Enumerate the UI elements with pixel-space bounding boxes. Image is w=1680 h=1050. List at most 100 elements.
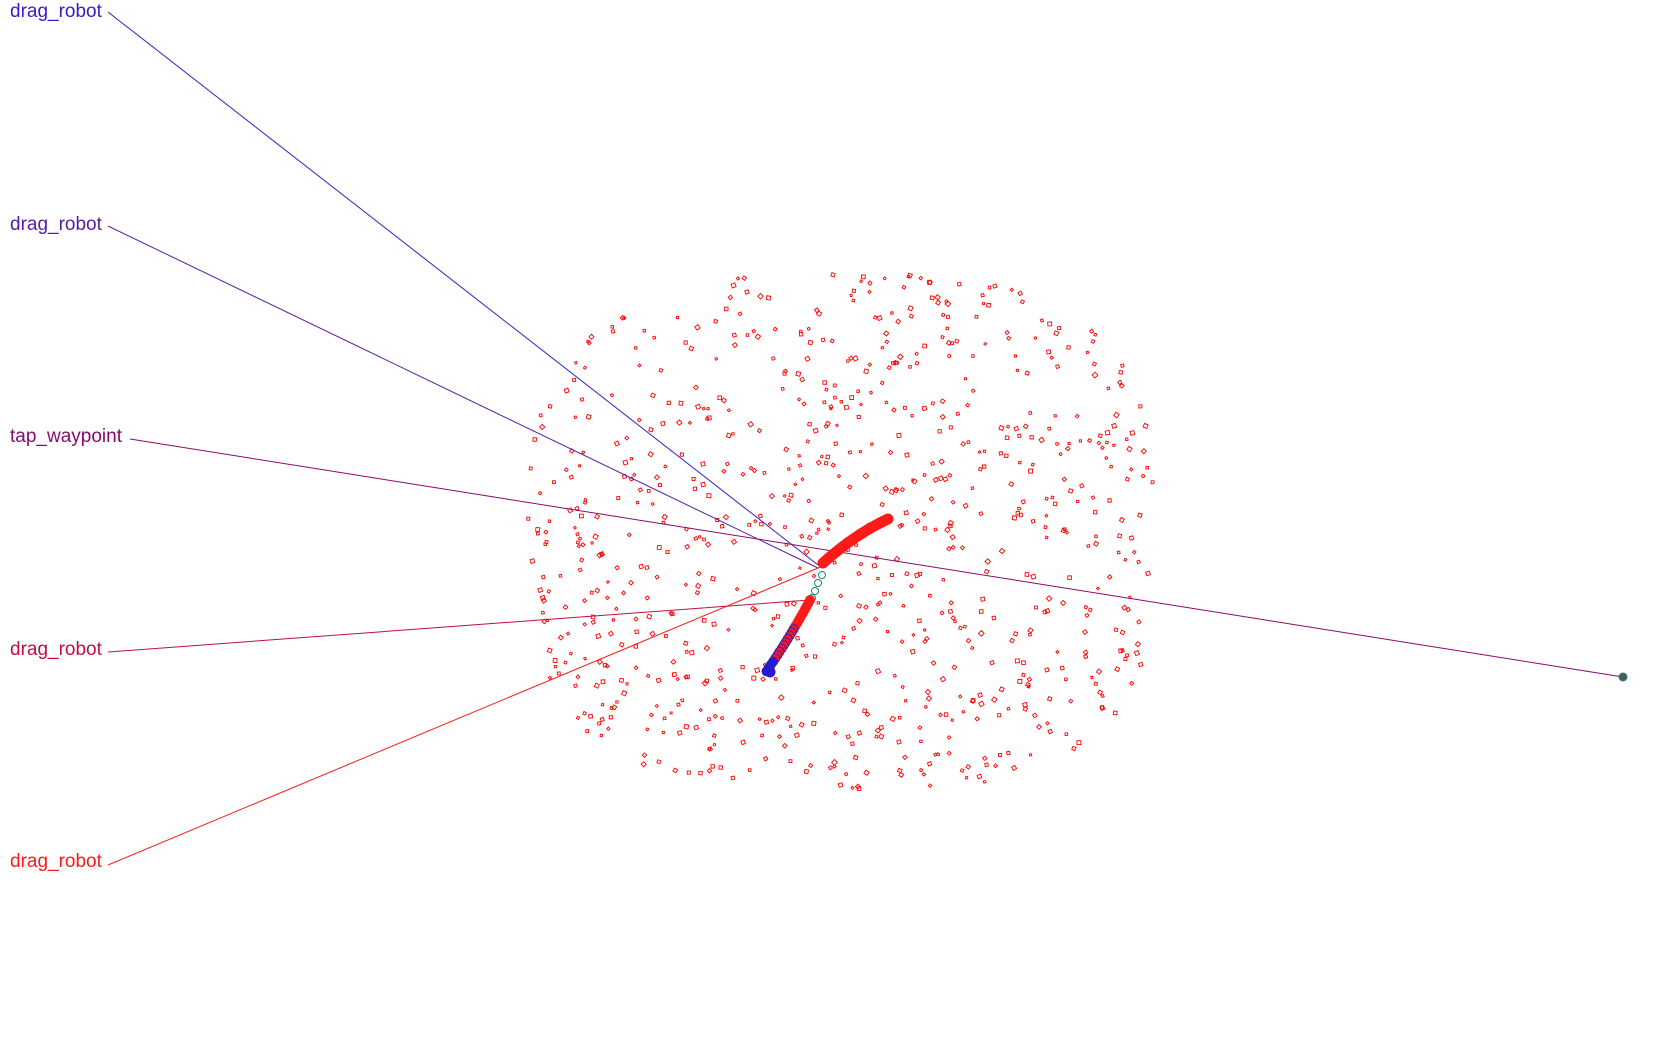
field-marker <box>703 644 711 652</box>
field-marker <box>851 355 859 362</box>
field-marker <box>921 511 927 517</box>
field-marker <box>795 370 802 377</box>
robot-trail <box>761 513 894 678</box>
field-marker <box>959 768 965 773</box>
field-marker <box>1136 559 1141 565</box>
field-marker <box>547 675 553 680</box>
field-marker <box>605 579 610 585</box>
field-marker <box>1107 498 1112 503</box>
field-marker <box>740 665 745 670</box>
field-marker <box>890 311 894 315</box>
field-marker <box>1087 607 1093 613</box>
field-marker <box>1009 287 1015 293</box>
field-marker <box>914 360 920 366</box>
field-marker <box>1029 435 1034 440</box>
action-label-drag-robot-4[interactable]: drag_robot <box>10 851 102 872</box>
field-marker <box>687 420 693 425</box>
field-marker <box>607 630 614 637</box>
field-marker <box>830 462 836 468</box>
field-marker <box>1099 705 1104 710</box>
field-marker <box>926 279 933 286</box>
field-marker <box>781 742 788 749</box>
field-marker <box>832 641 837 647</box>
field-marker <box>797 454 801 458</box>
field-marker <box>856 389 861 394</box>
field-marker <box>928 496 935 502</box>
field-marker <box>850 697 857 704</box>
field-marker <box>730 538 738 545</box>
action-label-drag-robot-3[interactable]: drag_robot <box>10 639 102 660</box>
field-marker <box>1044 535 1049 540</box>
field-marker <box>1028 410 1033 416</box>
action-label-drag-robot-2[interactable]: drag_robot <box>10 214 102 235</box>
field-marker <box>1112 443 1116 448</box>
field-marker <box>846 359 850 363</box>
field-marker <box>1014 658 1020 664</box>
field-marker <box>1062 527 1067 532</box>
field-marker <box>945 326 950 331</box>
field-marker <box>748 465 754 471</box>
field-marker <box>675 676 680 682</box>
field-marker <box>620 690 628 697</box>
target-dot-icon[interactable] <box>1618 672 1628 682</box>
field-marker <box>836 473 842 479</box>
field-marker <box>950 499 956 505</box>
field-marker <box>775 714 781 720</box>
field-marker <box>543 529 549 535</box>
field-marker <box>721 468 727 474</box>
field-marker <box>965 402 971 408</box>
field-marker <box>897 523 904 530</box>
field-marker <box>1047 728 1054 735</box>
field-marker <box>1026 676 1033 683</box>
field-marker <box>793 732 801 739</box>
field-marker <box>883 330 890 337</box>
field-marker <box>923 704 928 709</box>
field-marker <box>710 764 715 769</box>
field-marker <box>760 733 765 738</box>
field-marker <box>859 279 864 284</box>
field-marker <box>956 281 962 287</box>
field-marker <box>908 364 912 369</box>
field-marker <box>1118 516 1125 523</box>
field-marker <box>773 677 778 681</box>
field-marker <box>740 739 747 746</box>
field-marker <box>563 467 569 473</box>
action-label-tap-waypoint[interactable]: tap_waypoint <box>10 426 122 447</box>
field-marker <box>1089 675 1094 680</box>
field-marker <box>581 450 586 455</box>
field-marker <box>903 510 909 516</box>
field-marker <box>803 548 810 556</box>
field-marker <box>983 341 988 346</box>
field-marker <box>1052 501 1058 507</box>
field-marker <box>855 681 860 686</box>
field-marker <box>855 602 863 609</box>
field-marker <box>1064 732 1069 737</box>
field-marker <box>1030 573 1037 580</box>
action-label-drag-robot-1[interactable]: drag_robot <box>10 1 102 22</box>
field-marker <box>940 334 945 340</box>
field-marker <box>1137 512 1143 519</box>
field-marker <box>657 482 663 488</box>
field-marker <box>671 671 677 678</box>
field-marker <box>656 759 662 765</box>
field-marker <box>899 639 905 645</box>
field-marker <box>595 633 602 640</box>
field-marker <box>1106 386 1111 391</box>
field-marker <box>822 400 827 405</box>
field-marker <box>731 341 739 349</box>
field-marker <box>856 617 863 624</box>
field-marker <box>1044 496 1049 501</box>
target-point[interactable] <box>1618 672 1628 682</box>
field-marker <box>614 565 620 571</box>
field-marker <box>529 558 536 564</box>
field-marker <box>899 486 906 493</box>
field-marker <box>751 675 757 681</box>
field-marker <box>786 497 792 503</box>
field-marker <box>815 531 819 535</box>
field-marker <box>838 593 844 599</box>
field-marker <box>654 703 659 708</box>
field-marker <box>946 735 952 740</box>
field-marker <box>926 761 933 767</box>
field-marker <box>849 395 855 400</box>
